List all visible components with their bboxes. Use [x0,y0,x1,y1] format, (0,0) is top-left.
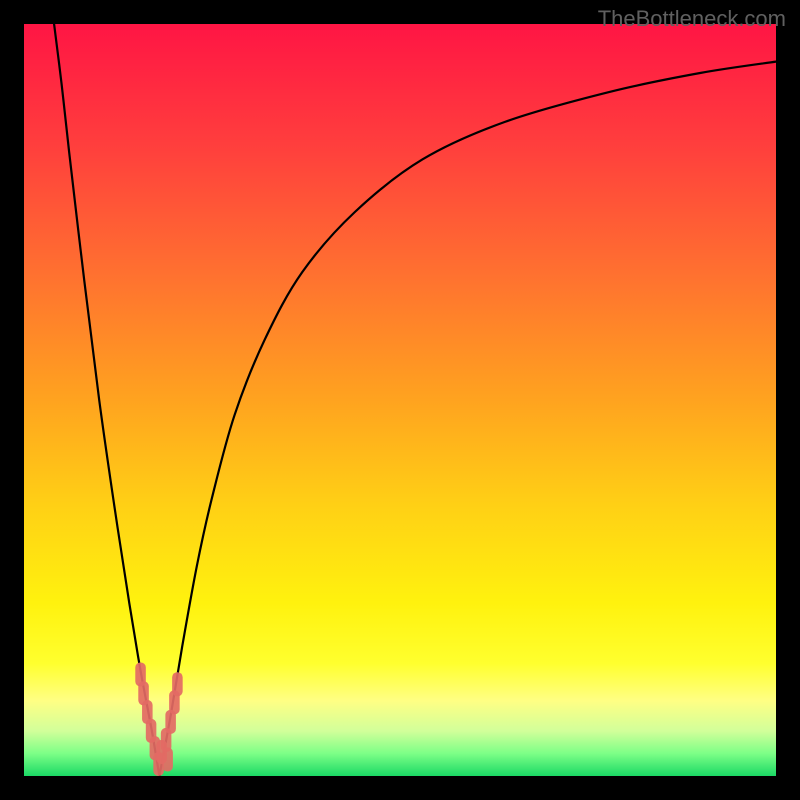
watermark: TheBottleneck.com [598,6,786,32]
chart-container: TheBottleneck.com [0,0,800,800]
marker [172,672,183,696]
gradient-background [24,24,776,776]
bottleneck-chart [0,0,800,800]
